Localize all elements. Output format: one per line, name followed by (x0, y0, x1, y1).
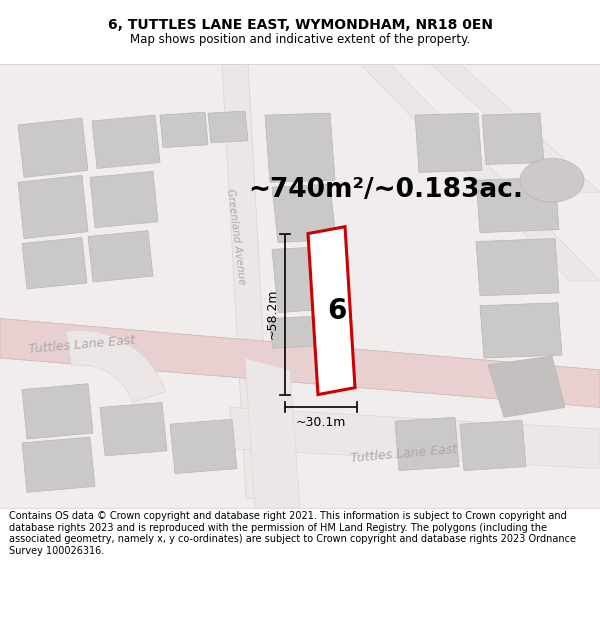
Polygon shape (460, 420, 526, 471)
Polygon shape (272, 184, 336, 242)
Polygon shape (22, 437, 95, 493)
Polygon shape (92, 115, 160, 168)
Text: Contains OS data © Crown copyright and database right 2021. This information is : Contains OS data © Crown copyright and d… (9, 511, 576, 556)
Polygon shape (160, 112, 208, 148)
Polygon shape (430, 64, 600, 192)
Polygon shape (480, 302, 562, 358)
Polygon shape (90, 171, 158, 227)
Polygon shape (268, 316, 335, 348)
Polygon shape (222, 64, 272, 498)
Text: Tuttles Lane East: Tuttles Lane East (28, 334, 136, 356)
Polygon shape (265, 113, 335, 182)
Polygon shape (245, 358, 300, 508)
Polygon shape (22, 384, 93, 439)
Polygon shape (66, 331, 166, 402)
Text: Greenland Avenue: Greenland Avenue (225, 188, 247, 285)
Text: ~58.2m: ~58.2m (266, 289, 279, 339)
Polygon shape (488, 356, 565, 418)
Polygon shape (170, 419, 237, 474)
Text: ~30.1m: ~30.1m (296, 416, 346, 429)
Text: 6: 6 (327, 297, 346, 324)
Polygon shape (18, 118, 88, 178)
Polygon shape (415, 113, 482, 173)
Polygon shape (88, 231, 153, 282)
Polygon shape (520, 159, 584, 202)
Polygon shape (476, 239, 559, 296)
Text: 6, TUTTLES LANE EAST, WYMONDHAM, NR18 0EN: 6, TUTTLES LANE EAST, WYMONDHAM, NR18 0E… (107, 18, 493, 32)
Polygon shape (22, 238, 87, 289)
Text: ~740m²/~0.183ac.: ~740m²/~0.183ac. (248, 177, 523, 203)
Polygon shape (208, 111, 248, 142)
Polygon shape (360, 64, 600, 281)
Polygon shape (18, 176, 88, 239)
Text: Map shows position and indicative extent of the property.: Map shows position and indicative extent… (130, 33, 470, 46)
Polygon shape (230, 408, 600, 469)
Polygon shape (0, 319, 600, 408)
Polygon shape (308, 227, 355, 394)
Polygon shape (476, 177, 559, 232)
Polygon shape (482, 113, 544, 164)
Text: Tuttles Lane East: Tuttles Lane East (350, 442, 458, 465)
Polygon shape (395, 418, 459, 471)
Polygon shape (100, 402, 167, 456)
Polygon shape (272, 246, 336, 312)
